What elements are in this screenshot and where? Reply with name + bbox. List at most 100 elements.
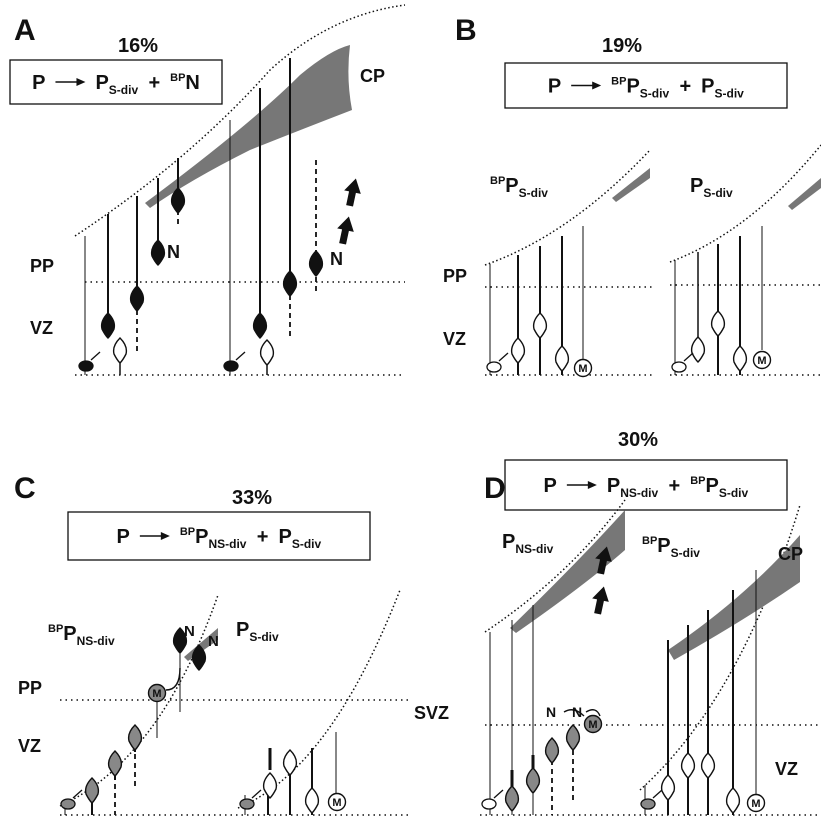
percentage: 33% — [232, 487, 272, 509]
dividing-cell — [60, 798, 76, 810]
dividing-cell — [640, 798, 656, 810]
formula-sub: S-div — [719, 486, 749, 500]
cell — [308, 250, 324, 277]
equation-box — [9, 59, 223, 105]
formula-term: P — [32, 72, 45, 94]
cell — [127, 724, 143, 751]
mitotic-label: M — [332, 797, 341, 809]
cortical-plate — [788, 178, 821, 210]
region-label: SVZ — [414, 703, 449, 723]
formula-main: P — [32, 72, 45, 94]
arrow-head — [587, 481, 597, 489]
formula-main: P — [278, 526, 291, 548]
percentage: 16% — [118, 35, 158, 57]
formula-main: P — [195, 526, 208, 548]
formula-main: P — [117, 526, 130, 548]
region-label: PP — [443, 266, 467, 286]
region-label: VZ — [443, 329, 466, 349]
panel-label: A — [14, 14, 36, 47]
cell — [710, 310, 726, 337]
cortical-plate — [668, 535, 800, 660]
formula-sub: S-div — [109, 83, 139, 97]
region-label: VZ — [775, 759, 798, 779]
cell — [554, 345, 570, 372]
mitotic-cell — [746, 793, 766, 813]
cortical-plate — [612, 168, 650, 202]
cell — [107, 750, 123, 777]
dividing-cell — [223, 360, 239, 372]
cortex-surface — [59, 594, 219, 807]
formula-main: + — [257, 526, 269, 548]
formula-main: P — [544, 475, 557, 497]
mitotic-cell — [327, 792, 347, 812]
cell — [112, 337, 128, 364]
formula-term: + — [669, 475, 681, 497]
region-label: VZ — [18, 736, 41, 756]
process — [563, 709, 601, 717]
formula-sup: BP — [690, 475, 705, 487]
cell — [100, 312, 116, 339]
cell — [150, 239, 166, 266]
region-label: VZ — [30, 318, 53, 338]
cell — [510, 337, 526, 364]
formula-main: P — [657, 535, 670, 557]
cell — [282, 749, 298, 776]
mitotic-label: M — [588, 719, 597, 731]
formula-main: P — [505, 175, 518, 197]
cortical-plate — [510, 510, 625, 633]
cortex-surface — [484, 149, 651, 266]
mitotic-label: M — [757, 355, 766, 367]
division-arrow — [498, 352, 509, 362]
formula-sub: NS-div — [515, 542, 553, 556]
division-arrow — [683, 352, 694, 362]
cell — [732, 345, 748, 372]
formula-term: PNS-div — [502, 531, 554, 556]
dividing-cell — [481, 798, 497, 810]
panel-label: C — [14, 472, 36, 505]
formula-term: BPPS-div — [490, 175, 548, 200]
cell — [191, 644, 207, 671]
formula-main: + — [669, 475, 681, 497]
equation-box — [504, 62, 788, 109]
cortex-surface — [237, 589, 401, 809]
region-label: PP — [30, 256, 54, 276]
formula-sup: BP — [642, 535, 657, 547]
formula-term: PS-div — [278, 526, 321, 551]
mitotic-label: M — [751, 798, 760, 810]
cell — [565, 724, 581, 751]
formula-term: PS-div — [701, 76, 744, 101]
cell — [525, 767, 541, 794]
cell — [690, 336, 706, 363]
formula-term: BPPNS-div — [48, 623, 115, 648]
formula-sub: S-div — [703, 186, 733, 200]
division-arrow — [652, 789, 663, 799]
mitotic-cell — [752, 350, 772, 370]
cell — [170, 187, 186, 214]
formula-term: + — [148, 72, 160, 94]
arrow-head — [592, 81, 602, 90]
mitotic-cell — [147, 683, 167, 703]
panel-label: B — [455, 14, 477, 47]
formula-term: PS-div — [236, 619, 279, 644]
dividing-cell — [486, 361, 502, 373]
cell — [700, 752, 716, 779]
cell — [532, 312, 548, 339]
cell — [259, 339, 275, 366]
dividing-cell — [239, 798, 255, 810]
panel-label: D — [484, 472, 506, 505]
formula-main: P — [607, 475, 620, 497]
division-arrow — [90, 351, 101, 361]
formula-main: P — [548, 76, 561, 98]
dividing-cell — [671, 361, 687, 373]
formula-term: BPPNS-div — [180, 526, 247, 551]
formula-main: P — [95, 72, 108, 94]
formula-main: P — [705, 475, 718, 497]
migration-arrow — [337, 216, 354, 245]
division-arrow — [493, 789, 504, 799]
region-label: N — [184, 623, 195, 640]
formula-sub: S-div — [715, 87, 745, 101]
division-arrow — [235, 351, 246, 361]
equation-box — [67, 511, 371, 561]
cell — [680, 752, 696, 779]
